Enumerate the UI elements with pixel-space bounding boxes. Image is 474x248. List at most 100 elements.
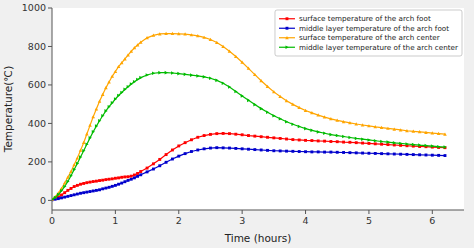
point xyxy=(139,40,143,43)
point xyxy=(260,135,263,138)
background xyxy=(0,0,474,248)
point xyxy=(171,71,174,75)
point xyxy=(82,182,85,185)
point xyxy=(85,181,88,184)
point xyxy=(129,49,133,52)
axes: 012345602004006008001000 xyxy=(22,2,464,226)
point xyxy=(266,85,270,88)
point xyxy=(253,103,256,107)
y-tick xyxy=(48,123,52,124)
point xyxy=(190,73,193,77)
point xyxy=(203,147,206,150)
point xyxy=(373,125,377,128)
point xyxy=(183,32,187,35)
y-tick xyxy=(48,46,52,47)
point xyxy=(241,94,244,98)
point xyxy=(171,32,175,35)
series xyxy=(52,32,447,201)
point xyxy=(165,71,168,75)
point xyxy=(123,57,127,60)
y-tick-label: 0 xyxy=(40,195,46,206)
point xyxy=(60,194,63,197)
point xyxy=(399,142,402,146)
point xyxy=(76,193,79,196)
x-tick xyxy=(115,210,116,214)
x-axis-label: Time (hours) xyxy=(224,232,292,244)
point xyxy=(98,100,102,103)
point xyxy=(354,122,358,125)
point xyxy=(171,158,174,161)
y-tick xyxy=(48,8,52,9)
point xyxy=(92,190,95,193)
point xyxy=(361,137,364,141)
point xyxy=(215,79,218,83)
point xyxy=(190,150,193,153)
point xyxy=(76,162,79,166)
point xyxy=(152,168,155,171)
point xyxy=(279,117,282,121)
point xyxy=(317,130,320,134)
x-tick-label: 3 xyxy=(239,215,245,226)
point xyxy=(323,151,326,154)
point xyxy=(104,109,107,113)
point xyxy=(241,147,244,150)
point xyxy=(323,140,326,143)
point xyxy=(117,94,120,98)
legend-box xyxy=(275,10,462,56)
point xyxy=(443,132,447,135)
point xyxy=(393,153,396,156)
point xyxy=(424,131,428,134)
legend-label: middle layer temperature of the arch foo… xyxy=(299,24,449,33)
x-tick-label: 2 xyxy=(176,215,182,226)
point xyxy=(310,150,313,153)
chart: 012345602004006008001000Time (hours)Temp… xyxy=(0,0,474,248)
legend-marker xyxy=(286,27,289,30)
point xyxy=(355,137,358,141)
point xyxy=(260,107,263,111)
point xyxy=(117,183,120,186)
point xyxy=(367,138,370,142)
point xyxy=(89,181,92,184)
point xyxy=(63,196,66,199)
point xyxy=(355,151,358,154)
series-line xyxy=(52,148,445,200)
point xyxy=(114,177,117,180)
point xyxy=(386,127,390,130)
x-tick-label: 0 xyxy=(49,215,55,226)
plot-area xyxy=(52,8,464,210)
point xyxy=(310,129,313,133)
point xyxy=(361,152,364,155)
point xyxy=(57,193,60,197)
point xyxy=(63,191,66,194)
x-tick xyxy=(178,210,179,214)
legend-swatch xyxy=(279,28,295,29)
point xyxy=(203,134,206,137)
point xyxy=(76,156,80,159)
point xyxy=(228,49,232,52)
point xyxy=(253,135,256,138)
point xyxy=(336,140,339,143)
point xyxy=(266,149,269,152)
point xyxy=(72,163,76,166)
point xyxy=(139,170,142,173)
point xyxy=(444,146,447,149)
point xyxy=(209,133,212,136)
point xyxy=(348,121,352,124)
point xyxy=(253,73,257,76)
point xyxy=(114,70,118,73)
point xyxy=(95,124,98,128)
point xyxy=(374,142,377,145)
x-tick-label: 4 xyxy=(303,215,309,226)
point xyxy=(171,149,174,152)
point xyxy=(380,126,384,129)
plot-data xyxy=(52,32,447,201)
point xyxy=(70,174,73,178)
point xyxy=(120,176,123,179)
point xyxy=(54,196,57,200)
point xyxy=(437,132,441,135)
point xyxy=(73,168,76,172)
y-axis-line xyxy=(52,8,53,210)
point xyxy=(234,147,237,150)
point xyxy=(342,135,345,139)
point xyxy=(247,99,250,103)
